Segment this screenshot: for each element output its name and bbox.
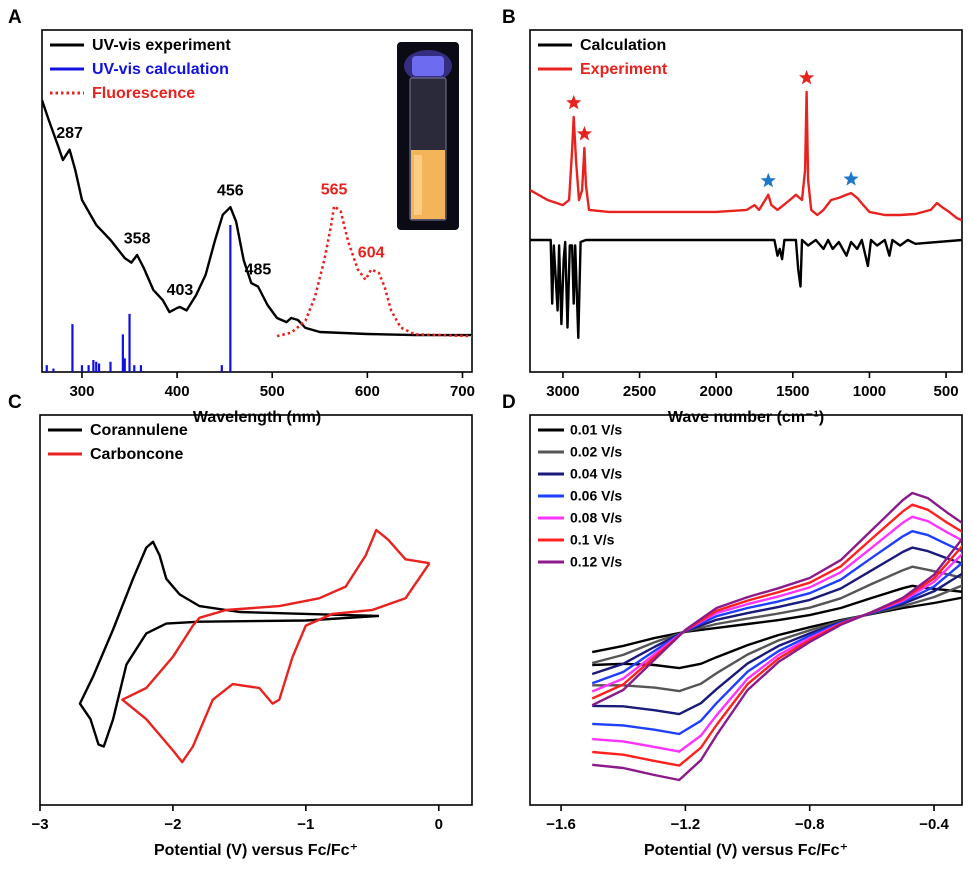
x-axis-title: Potential (V) versus Fc/Fc⁺	[644, 842, 848, 859]
series-line	[591, 565, 962, 693]
panel-label: A	[8, 7, 22, 28]
vial-cap	[412, 56, 444, 76]
series-line	[591, 515, 962, 753]
legend-label: UV-vis experiment	[92, 37, 231, 54]
legend-label: UV-vis calculation	[92, 61, 229, 78]
peak-label: 287	[56, 125, 83, 142]
legend-label: 0.04 V/s	[570, 466, 622, 482]
x-tick-label: 2000	[700, 383, 733, 400]
x-tick-label: −0.8	[795, 816, 825, 833]
peak-star	[799, 69, 815, 85]
series-line	[591, 546, 962, 716]
plot-frame	[529, 414, 963, 806]
x-tick-label: 300	[69, 383, 94, 400]
vial-highlight	[414, 155, 422, 215]
x-tick-label: 1000	[853, 383, 886, 400]
panel-label: C	[8, 392, 22, 413]
x-tick-label: −0.4	[919, 816, 949, 833]
x-axis-title: Wavelength (nm)	[193, 409, 321, 426]
legend-label: Carboncone	[90, 446, 183, 463]
x-tick-label: 3000	[546, 383, 579, 400]
x-tick-label: 0	[435, 816, 443, 833]
series-line	[78, 540, 380, 748]
x-tick-label: 400	[165, 383, 190, 400]
x-tick-label: 500	[260, 383, 285, 400]
legend-label: 0.12 V/s	[570, 554, 622, 570]
legend-label: 0.1 V/s	[570, 532, 615, 548]
series-line	[530, 238, 962, 339]
plot-area	[42, 99, 472, 372]
series-line	[591, 503, 962, 767]
plot-frame	[39, 414, 473, 806]
peak-star	[760, 172, 776, 188]
plot-area	[530, 90, 962, 339]
series-line	[121, 528, 431, 764]
series-line	[591, 491, 962, 782]
legend-label: Calculation	[580, 37, 666, 54]
x-tick-label: −2	[164, 816, 181, 833]
series-line	[42, 99, 472, 337]
x-tick-label: −1	[297, 816, 314, 833]
x-tick-label: −3	[31, 816, 48, 833]
x-axis-title: Potential (V) versus Fc/Fc⁺	[154, 842, 358, 859]
plot-frame	[41, 29, 473, 373]
x-tick-label: 500	[934, 383, 959, 400]
panel-label: B	[502, 7, 516, 28]
peak-label: 565	[321, 181, 348, 198]
x-axis-title: Wave number (cm⁻¹)	[668, 409, 824, 426]
legend-label: Experiment	[580, 61, 668, 78]
peak-label: 456	[217, 182, 244, 199]
series-line	[591, 584, 962, 670]
peak-label: 358	[124, 230, 151, 247]
peak-label: 403	[167, 282, 194, 299]
legend-label: 0.01 V/s	[570, 422, 622, 438]
legend-label: 0.06 V/s	[570, 488, 622, 504]
peak-label: 485	[245, 262, 272, 279]
x-tick-label: 2500	[623, 383, 656, 400]
inset-photo	[397, 42, 459, 230]
panel-label: D	[502, 392, 516, 413]
peak-star	[566, 94, 582, 110]
series-line	[591, 530, 962, 736]
legend-label: 0.08 V/s	[570, 510, 622, 526]
legend-label: 0.02 V/s	[570, 444, 622, 460]
legend-label: Fluorescence	[92, 85, 195, 102]
series-line	[530, 90, 962, 222]
peak-star	[843, 171, 859, 186]
legend-label: Corannulene	[90, 422, 188, 439]
x-tick-label: 1500	[776, 383, 809, 400]
x-tick-label: −1.2	[671, 816, 701, 833]
plot-frame	[529, 29, 963, 373]
x-tick-label: 600	[355, 383, 380, 400]
x-tick-label: −1.6	[546, 816, 576, 833]
peak-star	[576, 126, 592, 141]
plot-area	[591, 491, 962, 782]
peak-label: 604	[358, 245, 385, 262]
plot-area	[78, 528, 431, 764]
x-tick-label: 700	[450, 383, 475, 400]
